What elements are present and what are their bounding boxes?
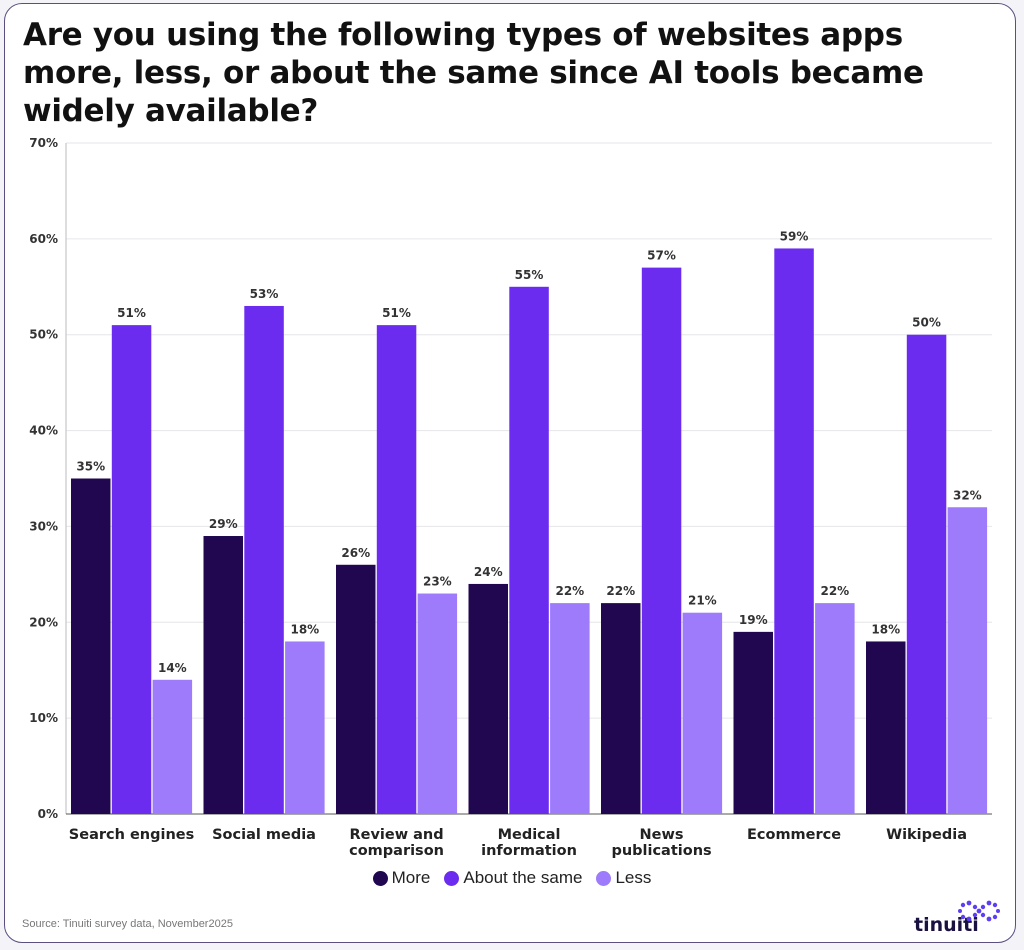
data-label: 18% <box>290 622 319 636</box>
bar-about-the-same <box>376 325 417 814</box>
data-label: 22% <box>555 584 584 598</box>
bar-less <box>682 612 723 814</box>
data-label: 22% <box>820 584 849 598</box>
bar-about-the-same <box>774 248 814 814</box>
category-label: Review and <box>349 827 443 843</box>
bar-about-the-same <box>906 334 947 814</box>
category-label: comparison <box>349 843 444 859</box>
bar-more <box>733 631 773 814</box>
dotted-infinity-icon <box>958 900 1000 922</box>
chart-title: Are you using the following types of web… <box>23 17 924 129</box>
data-label: 57% <box>647 249 676 263</box>
bar-more <box>866 641 906 814</box>
bar-less <box>550 603 590 814</box>
source-note: Source: Tinuiti survey data, November202… <box>22 918 233 930</box>
y-tick-label: 10% <box>29 711 58 725</box>
data-label: 14% <box>158 661 187 675</box>
data-label: 59% <box>780 229 809 243</box>
data-label: 18% <box>871 622 900 636</box>
data-label: 22% <box>606 584 635 598</box>
legend-label: More <box>391 868 431 887</box>
legend-item: Less <box>596 868 651 888</box>
category-label: publications <box>611 843 711 859</box>
legend-label: Less <box>615 868 652 887</box>
category-label: Medical <box>498 827 561 843</box>
data-label: 50% <box>912 316 941 330</box>
bar-about-the-same <box>509 286 549 814</box>
category-label: News <box>640 827 684 843</box>
data-label: 51% <box>117 306 146 320</box>
y-tick-label: 50% <box>29 328 58 342</box>
bar-more <box>203 536 243 814</box>
data-label: 29% <box>209 517 238 531</box>
data-label: 51% <box>382 306 411 320</box>
data-label: 55% <box>515 268 544 282</box>
legend-item: More <box>372 868 431 888</box>
category-label: Social media <box>212 827 316 843</box>
y-tick-label: 70% <box>29 136 58 150</box>
category-label: information <box>481 843 577 859</box>
y-tick-label: 40% <box>29 424 58 438</box>
data-label: 53% <box>250 287 279 301</box>
bar-more <box>601 603 641 814</box>
logo-wordmark: tinuiti <box>914 914 979 936</box>
bar-more <box>336 564 376 814</box>
tinuiti-logo: tinuiti <box>914 898 1006 938</box>
data-label: 19% <box>739 613 768 627</box>
legend-swatch <box>596 870 612 886</box>
bar-about-the-same <box>244 305 284 814</box>
legend-swatch <box>444 870 460 886</box>
y-tick-label: 20% <box>29 615 58 629</box>
bar-less <box>285 641 325 814</box>
bar-about-the-same <box>111 325 152 814</box>
data-label: 35% <box>76 460 105 474</box>
bar-less <box>947 507 988 814</box>
data-label: 32% <box>953 488 982 502</box>
bar-more <box>468 583 508 814</box>
bar-less <box>815 603 855 814</box>
y-tick-label: 60% <box>29 232 58 246</box>
y-tick-label: 0% <box>38 807 58 821</box>
bar-less <box>417 593 458 814</box>
chart-legend: More About the same Less <box>0 868 1024 888</box>
bar-less <box>152 679 193 814</box>
category-label: Search engines <box>69 827 194 843</box>
bar-more <box>71 478 111 814</box>
legend-label: About the same <box>463 868 583 887</box>
legend-item: About the same <box>444 868 582 888</box>
y-tick-label: 30% <box>29 519 58 533</box>
data-label: 24% <box>474 565 503 579</box>
data-label: 21% <box>688 594 717 608</box>
legend-swatch <box>372 870 388 886</box>
category-label: Wikipedia <box>886 827 967 843</box>
data-label: 23% <box>423 575 452 589</box>
bar-about-the-same <box>641 267 682 815</box>
data-label: 26% <box>341 546 370 560</box>
category-label: Ecommerce <box>747 827 841 843</box>
